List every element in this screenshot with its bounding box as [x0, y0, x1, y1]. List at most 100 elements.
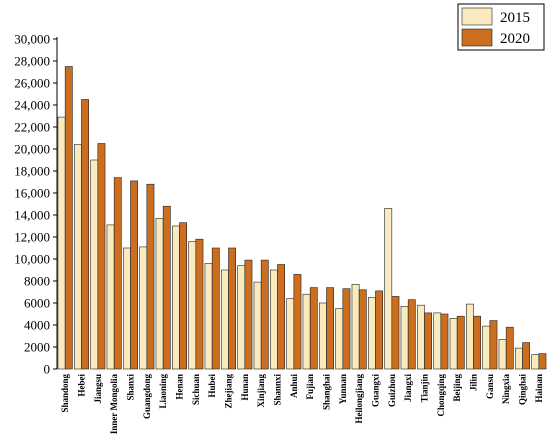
bar-2020-xinjiang: [260, 259, 269, 370]
x-category-label: Shanghai: [322, 374, 332, 411]
bar-2015-zhejiang: [221, 269, 229, 370]
bar-2020-anhui: [293, 274, 302, 370]
x-category-label: Xinjiang: [256, 374, 266, 408]
bar-2020-jilin: [473, 315, 481, 370]
bar-2020-shanghai: [326, 287, 334, 370]
x-category-label: Sichuan: [191, 374, 201, 405]
y-axis: 0 2000 4000 6000 8000 10,000 12,000 14,000 16,00…: [14, 32, 58, 377]
bar-2015-qinghai: [514, 347, 523, 370]
bar-2015-tianjin: [416, 304, 425, 370]
bar-2015-jiangsu: [90, 159, 99, 370]
x-category-label: Anhui: [289, 374, 299, 399]
y-tick-label: 8000: [24, 274, 50, 289]
bar-2020-shanxi: [130, 180, 138, 370]
bar-2020-hunan: [244, 259, 253, 370]
bar-2015-liaoning: [155, 218, 164, 370]
bar-2020-zhejiang: [228, 247, 236, 370]
bar-2015-jilin: [465, 303, 474, 370]
y-tick-label: 18,000: [14, 164, 50, 179]
bar-2015-hunan: [237, 265, 246, 370]
y-tick-label: 20,000: [14, 142, 50, 157]
bar-2015-guangxi: [367, 297, 376, 370]
legend-label-2015: 2015: [500, 10, 530, 26]
y-tick-label: 22,000: [14, 120, 50, 135]
bar-2020-fujian: [309, 287, 318, 370]
x-category-label: Qinghai: [518, 374, 528, 406]
bar-2020-hainan: [538, 353, 547, 370]
bar-2015-yunnan: [335, 308, 344, 370]
bar-2015-inner-mongolia: [106, 224, 115, 370]
x-category-label: Liaoning: [158, 374, 168, 409]
y-tick-label: 6000: [24, 296, 50, 311]
bar-2015-guangdong: [139, 246, 148, 370]
bar-2020-liaoning: [162, 205, 171, 370]
x-category-label: Jiangxi: [403, 374, 413, 403]
bar-2015-chongqing: [433, 312, 442, 370]
x-category-label: Ningxia: [501, 374, 511, 405]
bar-2020-chongqing: [440, 313, 449, 370]
x-category-label: Hebei: [77, 374, 87, 397]
x-category-label: Henan: [175, 374, 185, 400]
bar-2015-ningxia: [498, 338, 507, 370]
bar-2015-shanghai: [318, 302, 327, 370]
x-category-label: Guangxi: [371, 374, 381, 408]
x-axis-labels: Shandong Hebei Jiangsu Inner Mongolia Shanxi…: [60, 374, 544, 435]
bar-2015-beijing: [449, 318, 458, 370]
bar-2015-heilongjiang: [351, 283, 360, 370]
bar-2015-guizhou: [384, 208, 393, 370]
y-tick-label: 10,000: [14, 252, 50, 267]
y-tick-label: 12,000: [14, 230, 50, 245]
legend-label-2020: 2020: [500, 31, 530, 47]
x-category-label: Gansu: [485, 374, 495, 399]
bar-2020-qinghai: [522, 342, 530, 370]
bar-2015-xinjiang: [253, 281, 262, 370]
x-category-label: Fujian: [305, 374, 315, 400]
bar-2015-shanxi: [123, 247, 131, 370]
bar-2020-tianjin: [424, 312, 432, 370]
bar-2020-guangxi: [375, 290, 383, 370]
x-category-label: Hubei: [207, 374, 217, 398]
bar-2015-sichuan: [188, 241, 197, 370]
bar-2020-henan: [179, 222, 187, 370]
bar-2020-guizhou: [391, 296, 400, 370]
x-category-label: Guizhou: [387, 374, 397, 407]
x-category-label: Zhejiang: [224, 374, 234, 409]
x-category-label: Jilin: [469, 374, 479, 391]
x-category-label: Guangdong: [142, 374, 152, 420]
x-category-label: Hainan: [534, 374, 544, 403]
x-category-label: Jiangsu: [93, 374, 103, 404]
y-tick-label: 2000: [24, 340, 50, 355]
legend-swatch-2015: [461, 7, 493, 26]
bar-2020-shannxi: [277, 264, 285, 370]
bar-2015-jiangxi: [400, 305, 409, 370]
bar-2020-ningxia: [505, 326, 514, 370]
bar-2015-hainan: [531, 354, 540, 370]
bar-2020-shandong: [64, 66, 73, 370]
x-category-label: Tianjin: [420, 374, 430, 402]
bar-2015-hebei: [74, 144, 82, 370]
bar-2020-guangdong: [146, 183, 155, 370]
bar-2015-shandong: [57, 116, 66, 370]
bar-2020-jiangxi: [407, 299, 416, 370]
bar-2020-hebei: [81, 99, 89, 370]
bar-2020-beijing: [456, 315, 465, 370]
x-category-label: Shandong: [60, 374, 70, 413]
bar-2020-yunnan: [342, 288, 351, 370]
x-category-label: Beijing: [452, 374, 462, 402]
y-tick-label: 30,000: [14, 32, 50, 47]
y-tick-label: 16,000: [14, 186, 50, 201]
bar-2020-heilongjiang: [358, 289, 367, 370]
bar-2015-shannxi: [269, 269, 278, 370]
y-tick-label: 24,000: [14, 98, 50, 113]
bar-2015-fujian: [302, 293, 311, 370]
x-category-label: Chongqing: [436, 374, 446, 417]
legend-swatch-2020: [461, 28, 493, 47]
x-category-label: Shannxi: [273, 374, 283, 406]
bar-2020-jiangsu: [97, 143, 106, 370]
x-category-label: Heilongjiang: [354, 374, 364, 424]
bar-2015-gansu: [482, 325, 491, 370]
bar-2015-henan: [172, 225, 180, 370]
y-tick-label: 4000: [24, 318, 50, 333]
legend: 2015 2020: [457, 3, 545, 51]
